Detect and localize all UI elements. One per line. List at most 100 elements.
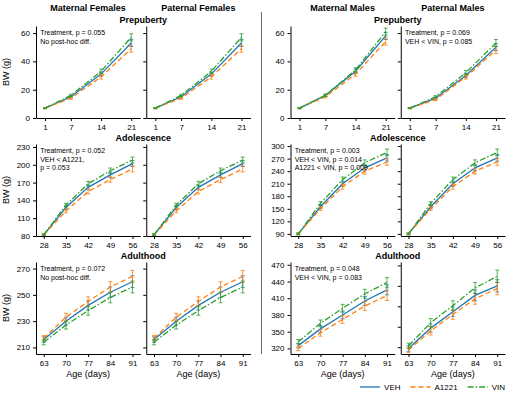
tick-mark <box>431 236 432 239</box>
series-line <box>409 152 498 234</box>
tick-mark <box>288 61 291 62</box>
tick-mark <box>243 354 244 357</box>
series-line <box>44 169 133 235</box>
tick-mark <box>325 118 326 121</box>
series-line <box>44 164 133 235</box>
error-bar <box>152 340 156 345</box>
series-line <box>154 160 243 235</box>
tick-label: 35 <box>316 241 325 250</box>
tick-label: 120 <box>271 217 285 226</box>
tick-label: 0 <box>280 114 285 123</box>
series-line <box>410 43 496 108</box>
tick-label: 42 <box>339 241 348 250</box>
tick-label: 21 <box>127 123 136 132</box>
error-bar <box>108 282 112 293</box>
annotation: Treatment, p = 0.052 <box>40 147 105 155</box>
error-bar <box>179 94 183 96</box>
error-bar <box>42 234 46 236</box>
series-line <box>44 276 133 338</box>
tick-mark <box>143 200 146 201</box>
tick-label: 56 <box>383 241 392 250</box>
error-bar <box>341 184 345 189</box>
tick-mark <box>33 118 36 119</box>
tick-label: 70 <box>427 359 436 368</box>
series <box>298 38 388 109</box>
tick: 77 <box>84 354 93 368</box>
error-bar <box>219 282 223 293</box>
tick: 56 <box>383 236 392 250</box>
error-bar <box>451 301 455 311</box>
legend-item: VIN <box>468 383 506 392</box>
series-line <box>154 282 243 340</box>
tick-mark <box>288 33 291 34</box>
tick: 120 <box>271 217 290 226</box>
error-bar <box>42 234 46 236</box>
panel: 2835424956 <box>143 145 251 250</box>
tick-label: 20 <box>276 86 285 95</box>
tick <box>143 118 146 119</box>
y-axis <box>143 145 147 237</box>
tick-mark <box>320 236 321 239</box>
axis-line <box>146 27 147 119</box>
tick-label: 80 <box>21 232 30 241</box>
error-bar <box>296 346 300 350</box>
tick <box>398 209 401 210</box>
error-bar <box>64 313 68 321</box>
error-bar <box>341 316 345 324</box>
tick: 410 <box>271 294 290 303</box>
error-bar <box>495 282 499 294</box>
tick-label: 1 <box>43 123 48 132</box>
panel-title: Maternal Females <box>50 3 126 13</box>
tick: 110 <box>17 214 36 223</box>
series-line <box>409 158 498 234</box>
tick-label: 42 <box>449 241 458 250</box>
tick-mark <box>101 118 102 121</box>
series-line <box>300 42 386 109</box>
tick-mark <box>497 354 498 357</box>
tick: 140 <box>17 196 36 205</box>
x-axis: 2835424956 <box>291 236 395 250</box>
error-bar <box>464 71 468 75</box>
tick: 35 <box>316 236 325 250</box>
series-line <box>154 276 243 338</box>
tick: 56 <box>129 236 138 250</box>
tick: 70 <box>316 354 325 368</box>
row-title: Prepuberty <box>374 15 422 25</box>
series <box>298 32 388 108</box>
error-bar <box>42 234 46 236</box>
x-axis-title: Age (days) <box>431 369 475 379</box>
panel: 171421 <box>398 27 506 132</box>
error-bar <box>429 202 433 205</box>
tick-label: 91 <box>383 359 392 368</box>
tick: 7 <box>69 118 74 132</box>
tick-mark <box>475 236 476 239</box>
tick: 77 <box>339 354 348 368</box>
tick-mark <box>132 354 133 357</box>
tick-mark <box>398 118 401 119</box>
tick-mark <box>176 236 177 239</box>
tick: 210 <box>271 180 290 189</box>
tick-mark <box>387 354 388 357</box>
tick-label: 180 <box>271 192 285 201</box>
tick-label: 77 <box>339 359 348 368</box>
tick <box>398 90 401 91</box>
tick: 7 <box>324 118 329 132</box>
tick-mark <box>398 196 401 197</box>
tick-mark <box>398 159 401 160</box>
tick-label: 170 <box>17 179 31 188</box>
series-line <box>154 287 243 342</box>
tick-mark <box>288 332 291 333</box>
tick: 70 <box>62 354 71 368</box>
tick-mark <box>221 236 222 239</box>
tick-mark <box>288 159 291 160</box>
row-title: Adulthood <box>375 251 420 261</box>
tick: 63 <box>40 354 49 368</box>
tick-mark <box>131 118 132 121</box>
tick-mark <box>288 221 291 222</box>
tick <box>143 218 146 219</box>
series-line <box>45 37 131 108</box>
annotation: Treatment, p = 0.003 <box>295 147 360 155</box>
axis-line <box>401 118 505 119</box>
tick: 80 <box>21 232 36 241</box>
error-bar <box>196 297 200 306</box>
